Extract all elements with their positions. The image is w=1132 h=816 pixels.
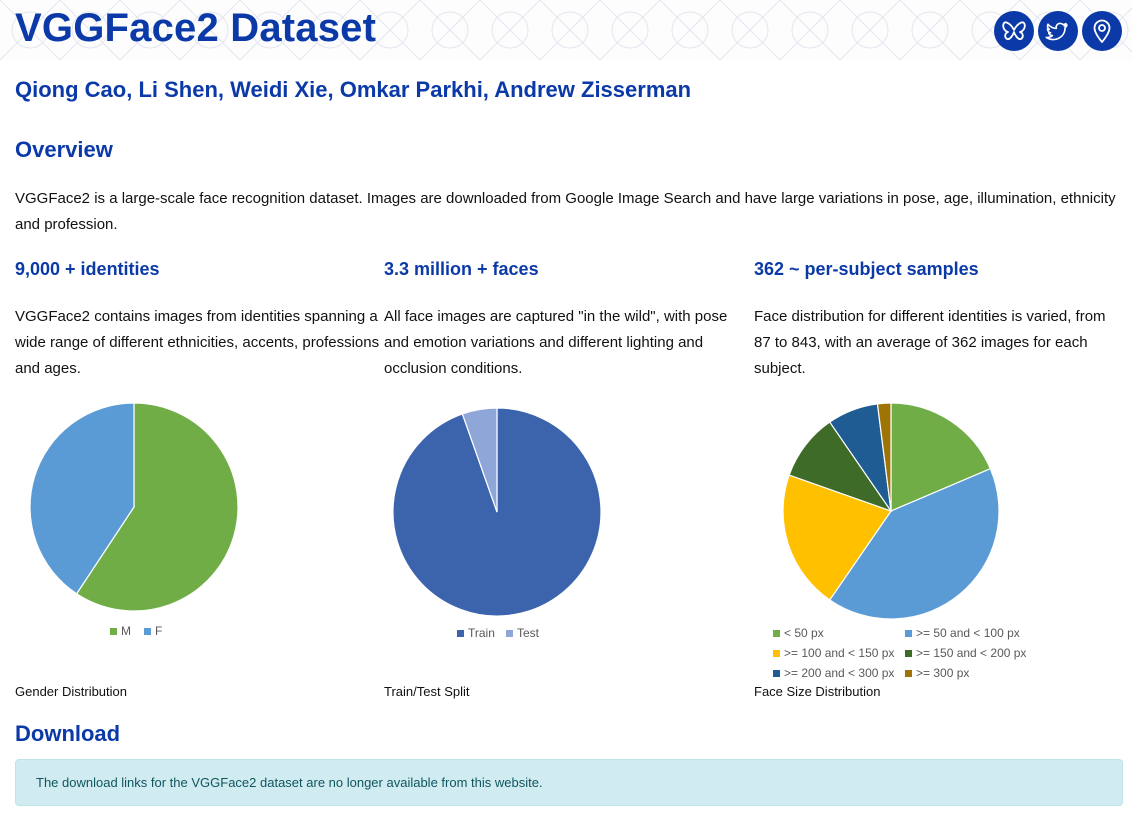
legend-item-size-4-label: >= 200 and < 300 px xyxy=(784,666,894,680)
legend-item-f-label: F xyxy=(155,624,162,638)
legend-item-size-0-label: < 50 px xyxy=(784,626,824,640)
face-size-pie-chart: < 50 px >= 50 and < 100 px >= 100 and < 15… xyxy=(773,402,1026,680)
legend-item-size-5-swatch xyxy=(905,670,912,677)
legend-item-f-swatch xyxy=(144,628,151,635)
legend-item-m-label: M xyxy=(121,624,131,638)
legend-item-size-3-label: >= 150 and < 200 px xyxy=(916,646,1026,660)
location-link[interactable] xyxy=(1082,11,1122,51)
social-links xyxy=(994,11,1122,51)
legend-item-test-swatch xyxy=(506,630,513,637)
pie-slice-0-0 xyxy=(75,402,239,612)
twitter-link[interactable] xyxy=(1038,11,1078,51)
feature-heading: 362 ~ per-subject samples xyxy=(754,259,979,279)
legend-item-size-3-swatch xyxy=(905,650,912,657)
chart-caption: Train/Test Split xyxy=(384,684,470,699)
chart-caption: Gender Distribution xyxy=(15,684,127,699)
pie-slice-2-2 xyxy=(782,474,892,601)
twitter-bird-icon xyxy=(1045,22,1068,41)
site-header: VGGFace2 Dataset xyxy=(0,0,1132,60)
feature-text: All face images are captured "in the wil… xyxy=(384,308,728,377)
legend-item-size-1-swatch xyxy=(905,630,912,637)
legend-item-size-2-label: >= 100 and < 150 px xyxy=(784,646,894,660)
map-pin-icon xyxy=(1093,19,1111,43)
legend-item-train-swatch xyxy=(457,630,464,637)
pie-slice-0-1 xyxy=(29,402,135,595)
pie-slice-2-5 xyxy=(876,402,892,512)
bluesky-link[interactable] xyxy=(994,11,1034,51)
legend-item-size-5-label: >= 300 px xyxy=(916,666,969,680)
legend-item-test-label: Test xyxy=(517,626,540,640)
legend-item-size-4-swatch xyxy=(773,670,780,677)
authors-line: Qiong Cao, Li Shen, Weidi Xie, Omkar Par… xyxy=(15,77,692,102)
legend-item-size-2-swatch xyxy=(773,650,780,657)
legend-item-size-1-label: >= 50 and < 100 px xyxy=(916,626,1020,640)
feature-text: Face distribution for different identiti… xyxy=(754,308,1106,377)
header-background-pattern xyxy=(0,0,1132,60)
train-test-pie-chart: Train Test xyxy=(392,407,602,640)
download-notice: The download links for the VGGFace2 data… xyxy=(15,759,1123,806)
legend-item-m-swatch xyxy=(110,628,117,635)
feature-heading: 9,000 + identities xyxy=(15,259,160,279)
legend-item-size-0-swatch xyxy=(773,630,780,637)
pie-slice-2-1 xyxy=(828,467,1000,620)
pie-slice-1-1 xyxy=(461,407,498,513)
pie-slice-2-0 xyxy=(890,402,992,512)
feature-faces: 3.3 million + faces All face images are … xyxy=(384,258,749,382)
butterfly-icon xyxy=(1002,21,1026,41)
feature-heading: 3.3 million + faces xyxy=(384,259,539,279)
download-heading: Download xyxy=(15,721,121,746)
chart-caption: Face Size Distribution xyxy=(754,684,881,699)
page-title: VGGFace2 Dataset xyxy=(15,6,377,50)
feature-identities: 9,000 + identities VGGFace2 contains ima… xyxy=(15,258,380,382)
feature-text: VGGFace2 contains images from identities… xyxy=(15,308,380,377)
overview-heading: Overview xyxy=(15,137,113,162)
legend-item-train-label: Train xyxy=(468,626,495,640)
feature-samples: 362 ~ per-subject samples Face distribut… xyxy=(754,258,1119,382)
overview-text: VGGFace2 is a large-scale face recogniti… xyxy=(15,190,1116,233)
